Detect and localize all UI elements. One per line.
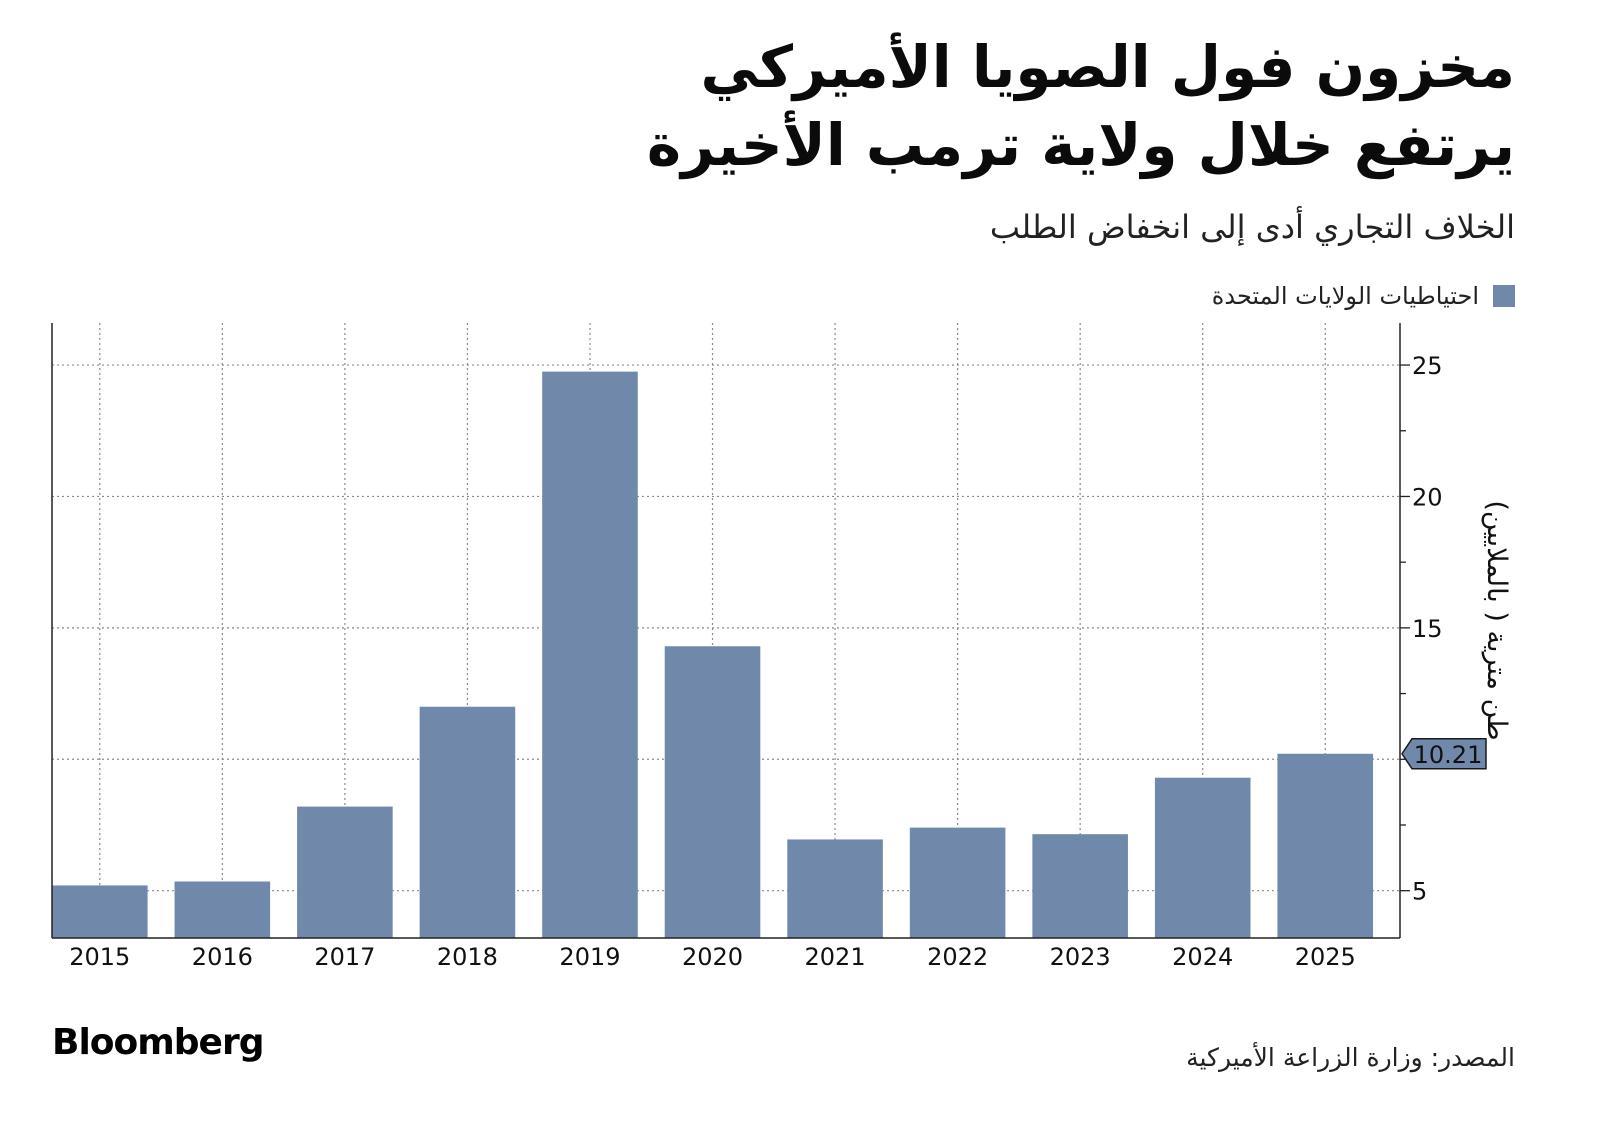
y-tick-label: 5 — [1412, 878, 1427, 906]
bar-2024 — [1154, 777, 1251, 938]
y-axis-title: طن مترية ( بالملايين) — [1481, 500, 1512, 740]
last-value-label: 10.21 — [1414, 741, 1483, 769]
x-tick-label: 2022 — [927, 943, 988, 971]
x-tick-label: 2023 — [1050, 943, 1111, 971]
bar-2015 — [52, 885, 148, 938]
bloomberg-logo: Bloomberg — [52, 1022, 264, 1063]
source-note: المصدر: وزارة الزراعة الأميركية — [1186, 1043, 1515, 1072]
y-tick-label: 25 — [1412, 352, 1443, 380]
bar-2018 — [419, 706, 516, 938]
x-tick-label: 2019 — [559, 943, 620, 971]
x-tick-label: 2016 — [192, 943, 253, 971]
bar-2023 — [1032, 834, 1128, 938]
x-tick-label: 2017 — [314, 943, 375, 971]
x-tick-label: 2020 — [682, 943, 743, 971]
y-tick-label: 15 — [1412, 615, 1443, 643]
title-line-1: مخزون فول الصويا الأميركي — [700, 33, 1515, 101]
bar-2019 — [542, 371, 638, 938]
x-tick-label: 2015 — [69, 943, 130, 971]
bar-2017 — [297, 806, 393, 938]
x-tick-label: 2024 — [1172, 943, 1233, 971]
chart-subtitle: الخلاف التجاري أدى إلى انخفاض الطلب — [989, 208, 1515, 246]
x-tick-label: 2021 — [805, 943, 866, 971]
chart-title: مخزون فول الصويا الأميركي يرتفع خلال ولا… — [515, 28, 1515, 184]
x-tick-label: 2018 — [437, 943, 498, 971]
bar-2022 — [909, 827, 1006, 938]
title-line-2: يرتفع خلال ولاية ترمب الأخيرة — [646, 111, 1515, 179]
bar-2021 — [787, 839, 883, 938]
last-value-badge — [1401, 738, 1487, 770]
bar-2025 — [1277, 753, 1374, 938]
bar-2020 — [664, 646, 761, 938]
legend-swatch — [1493, 285, 1515, 307]
legend: احتياطيات الولايات المتحدة — [1212, 282, 1515, 310]
y-tick-label: 20 — [1412, 483, 1443, 511]
bar-2016 — [174, 881, 271, 938]
x-tick-label: 2025 — [1295, 943, 1356, 971]
legend-label: احتياطيات الولايات المتحدة — [1211, 282, 1479, 310]
